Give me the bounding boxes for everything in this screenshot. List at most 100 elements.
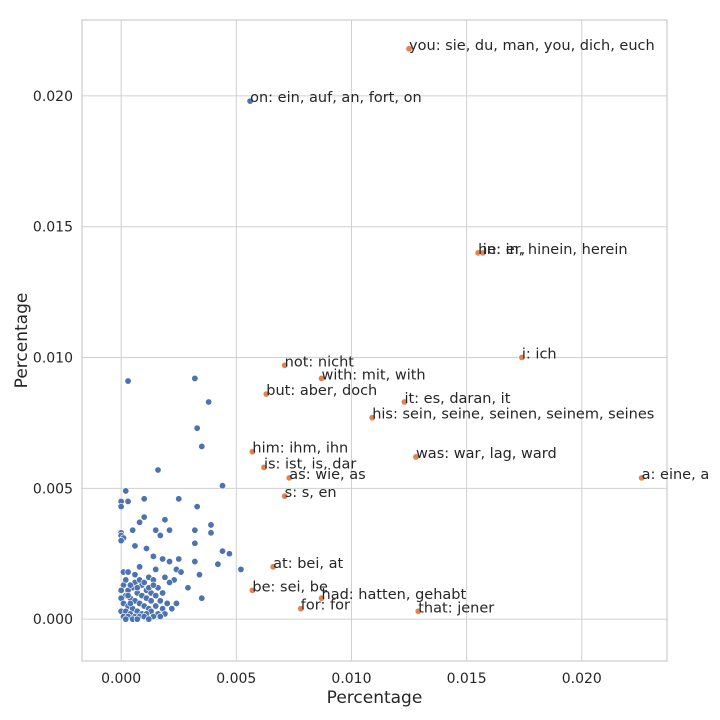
point-annotation: is: ist, is, dar — [264, 456, 356, 472]
x-tick-label: 0.015 — [447, 671, 487, 687]
data-point — [281, 361, 289, 369]
point-annotation: him: ihm, ihn — [252, 441, 348, 457]
x-tick-label: 0.010 — [331, 671, 371, 687]
x-axis-label: Percentage — [327, 688, 423, 708]
data-point — [161, 573, 169, 581]
point-annotation: but: aber, doch — [266, 383, 377, 399]
data-point — [163, 599, 171, 607]
data-point — [191, 374, 199, 382]
data-point — [147, 597, 155, 605]
data-point — [168, 605, 176, 613]
data-point — [140, 495, 148, 503]
point-annotation: as: wie, as — [289, 467, 365, 483]
point-annotation: you: sie, du, man, you, dich, euch — [409, 38, 655, 54]
data-point — [156, 531, 164, 539]
data-point — [177, 568, 185, 576]
data-point — [156, 597, 164, 605]
data-point — [133, 584, 141, 592]
data-point — [214, 560, 222, 568]
point-annotation: it: es, daran, it — [404, 391, 510, 407]
point-annotation: he: er, — [478, 242, 525, 258]
point-annotation: a: eine, a — [642, 467, 710, 483]
x-tick-label: 0.000 — [101, 671, 141, 687]
data-point — [161, 516, 169, 524]
data-point — [122, 615, 130, 623]
data-point — [133, 615, 141, 623]
data-point — [122, 487, 130, 495]
data-point — [281, 492, 289, 500]
data-point — [156, 613, 164, 621]
data-point — [218, 482, 226, 490]
y-tick-label: 0.015 — [33, 220, 73, 236]
data-point — [159, 589, 167, 597]
data-point — [152, 526, 160, 534]
data-point — [184, 584, 192, 592]
data-point — [145, 615, 153, 623]
data-point — [124, 568, 132, 576]
point-annotation: be: sei, be — [252, 579, 328, 595]
data-point — [318, 594, 326, 602]
data-point — [154, 466, 162, 474]
data-points — [117, 45, 646, 623]
point-annotation: in: in, hinein, herein — [483, 242, 628, 258]
data-point — [262, 390, 270, 398]
point-annotation: at: bei, at — [273, 556, 343, 572]
data-point — [191, 539, 199, 547]
data-point — [152, 602, 160, 610]
data-point — [172, 599, 180, 607]
data-point — [124, 377, 132, 385]
data-point — [412, 453, 420, 461]
plot-frame — [81, 19, 668, 662]
point-annotation: not: nicht — [285, 354, 355, 370]
data-point — [405, 45, 413, 53]
data-point — [136, 518, 144, 526]
x-tick-label: 0.005 — [216, 671, 256, 687]
data-point — [195, 571, 203, 579]
grid-lines — [82, 20, 667, 661]
point-annotation: on: ein, auf, an, fort, on — [250, 90, 422, 106]
data-point — [205, 398, 213, 406]
annotations: you: sie, du, man, you, dich, euch on: ei… — [250, 38, 709, 617]
data-point — [124, 592, 132, 600]
data-point — [122, 576, 130, 584]
data-point — [479, 249, 487, 257]
data-point — [140, 579, 148, 587]
y-tick-label: 0.005 — [33, 481, 73, 497]
tick-labels: 0.000 0.005 0.010 0.015 0.020 0.000 0.005 0.010… — [33, 89, 602, 687]
data-point — [248, 586, 256, 594]
data-point — [131, 542, 139, 550]
data-point — [149, 581, 157, 589]
y-axis-label: Percentage — [12, 293, 32, 389]
data-point — [149, 552, 157, 560]
data-point — [175, 555, 183, 563]
point-annotation: was: war, lag, ward — [416, 446, 557, 462]
data-point — [414, 607, 422, 615]
data-point — [207, 521, 215, 529]
data-point — [297, 605, 305, 613]
data-point — [152, 565, 160, 573]
point-annotation: that: jener — [418, 600, 494, 616]
data-point — [198, 442, 206, 450]
point-annotation: s: s, en — [285, 485, 337, 501]
data-point — [248, 448, 256, 456]
y-tick-label: 0.010 — [33, 351, 73, 367]
data-point — [126, 581, 134, 589]
point-annotation: for: for — [301, 598, 350, 614]
data-point — [142, 544, 150, 552]
data-point — [126, 599, 134, 607]
data-point — [159, 555, 167, 563]
data-point — [166, 558, 174, 566]
data-point — [117, 503, 125, 511]
data-point — [124, 497, 132, 505]
point-annotation: his: sein, seine, seinen, seinem, seines — [372, 407, 654, 423]
data-point — [191, 526, 199, 534]
data-point — [166, 526, 174, 534]
data-point — [368, 414, 376, 422]
data-point — [129, 526, 137, 534]
data-point — [117, 586, 125, 594]
data-point — [191, 558, 199, 566]
point-annotation: i: ich — [522, 347, 557, 363]
data-point — [193, 503, 201, 511]
data-point — [400, 398, 408, 406]
point-annotation: with: mit, with — [322, 367, 426, 383]
